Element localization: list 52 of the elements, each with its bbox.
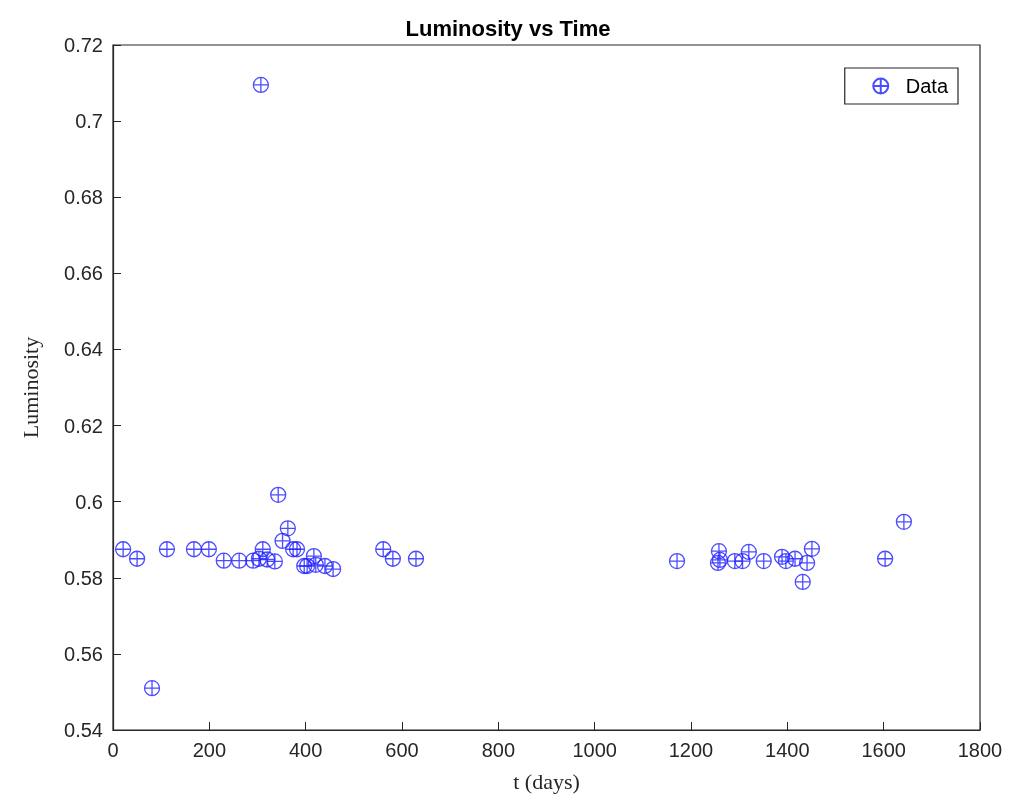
point — [114, 541, 132, 558]
x-tick-label: 400 — [288, 739, 323, 761]
x-tick-label: 200 — [192, 739, 227, 761]
point — [407, 550, 425, 567]
point — [305, 547, 323, 565]
y-tick-label: 0.6 — [75, 490, 103, 513]
y-tick-label: 0.64 — [64, 338, 103, 361]
point — [803, 540, 821, 558]
point — [375, 541, 392, 558]
point — [252, 76, 270, 94]
point — [288, 541, 306, 558]
point — [307, 556, 324, 573]
y-tick-label: 0.62 — [64, 414, 103, 437]
x-tick-label: 0 — [107, 739, 119, 761]
legend-label: Data — [905, 75, 949, 97]
point — [710, 542, 728, 560]
point — [279, 520, 296, 537]
x-tick-label: 1000 — [572, 739, 617, 761]
y-tick-label: 0.66 — [64, 262, 103, 285]
point — [158, 541, 176, 558]
point — [895, 513, 913, 530]
point — [794, 573, 811, 591]
y-axis-title: Luminosity — [17, 336, 43, 439]
point — [270, 486, 287, 503]
y-tick-label: 0.58 — [64, 566, 103, 589]
point — [755, 552, 772, 570]
y-tick-label: 0.54 — [64, 719, 103, 741]
y-tick-label: 0.72 — [64, 34, 103, 56]
point — [798, 554, 816, 572]
point — [777, 552, 795, 570]
point — [284, 541, 302, 558]
x-tick-label: 800 — [481, 739, 516, 761]
x-axis-title: t (days) — [513, 768, 580, 794]
point — [143, 679, 161, 697]
point — [740, 543, 757, 561]
point — [274, 532, 291, 550]
x-tick-label: 1200 — [668, 739, 714, 761]
x-tick-label: 1400 — [765, 739, 810, 761]
point — [668, 552, 686, 570]
x-tick-label: 1600 — [861, 739, 906, 761]
point — [128, 550, 146, 567]
y-tick-label: 0.56 — [64, 642, 103, 665]
y-tick-label: 0.7 — [75, 110, 103, 133]
x-tick-label: 600 — [385, 739, 419, 761]
point — [384, 550, 401, 567]
x-tick-label: 1800 — [957, 739, 1003, 761]
point — [876, 550, 894, 567]
point — [734, 552, 751, 570]
chart-title: Luminosity vs Time — [405, 15, 611, 41]
point — [254, 541, 271, 558]
point — [324, 560, 342, 578]
y-tick-label: 0.68 — [64, 186, 103, 209]
